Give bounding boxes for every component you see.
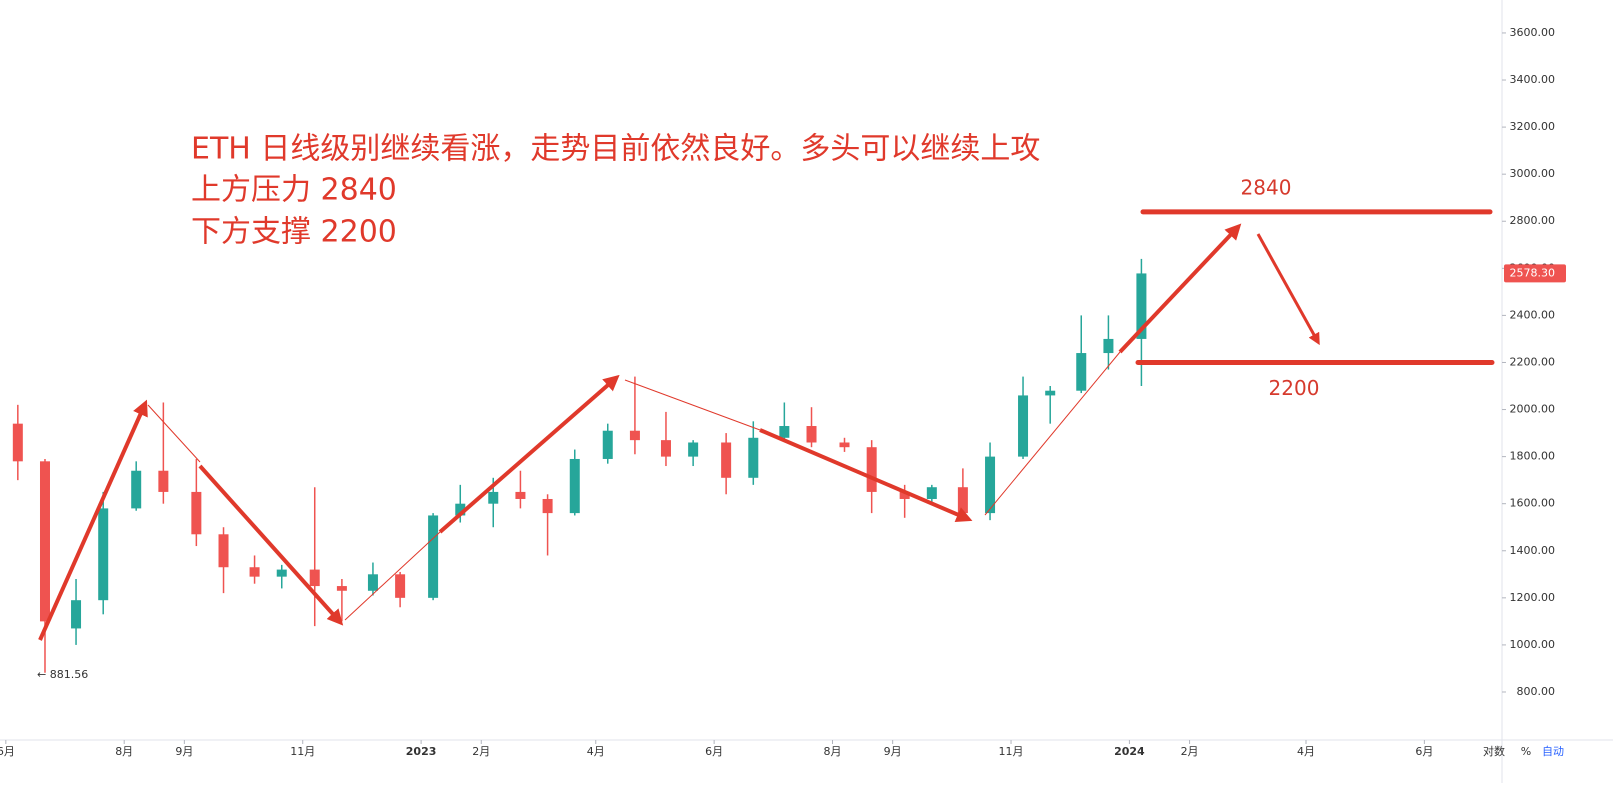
- y-tick-label: 1600.00: [1510, 497, 1556, 510]
- y-tick-label: 3400.00: [1510, 73, 1556, 86]
- plot: [12, 258, 1147, 673]
- y-tick-label: 3600.00: [1510, 26, 1556, 39]
- last-price-label: 2578.30: [1510, 266, 1556, 279]
- y-tick-label: 2400.00: [1510, 308, 1556, 321]
- candle-body: [395, 574, 406, 598]
- y-tick-label: 1800.00: [1510, 450, 1556, 463]
- x-tick-label: 2月: [1181, 745, 1199, 758]
- x-tick-label: 9月: [884, 745, 902, 758]
- candle-body: [542, 498, 553, 514]
- candle-body: [839, 442, 850, 448]
- x-tick-label: 6月: [705, 745, 723, 758]
- candle-body: [721, 442, 732, 478]
- level-label: 2200: [1269, 376, 1320, 400]
- candle-body: [1076, 353, 1087, 391]
- x-tick-label: 9月: [175, 745, 193, 758]
- x-tick-label: 4月: [587, 745, 605, 758]
- y-tick-label: 3000.00: [1510, 167, 1556, 180]
- axis-control[interactable]: %: [1521, 745, 1531, 758]
- arrow: [438, 374, 620, 534]
- low-label: ← 881.56: [37, 668, 88, 681]
- arrow: [1118, 223, 1242, 354]
- y-tick-label: 2200.00: [1510, 355, 1556, 368]
- candle-body: [309, 569, 320, 587]
- candle-body: [515, 491, 526, 499]
- candle-body: [866, 447, 877, 492]
- x-tick-label: 2024: [1114, 745, 1145, 758]
- candle-body: [1018, 395, 1029, 457]
- candle-body: [926, 487, 937, 499]
- axis-control[interactable]: 自动: [1542, 745, 1564, 758]
- trend-arrows: [38, 223, 1320, 641]
- x-tick-label: 2023: [406, 745, 437, 758]
- candle-body: [1136, 273, 1147, 339]
- candle-body: [1103, 338, 1114, 354]
- candle-body: [629, 430, 640, 441]
- y-tick-label: 1200.00: [1510, 591, 1556, 604]
- arrow: [1256, 233, 1320, 346]
- candle-body: [957, 487, 968, 514]
- arrow: [198, 464, 344, 626]
- candle-body: [158, 470, 169, 492]
- y-tick-label: 3200.00: [1510, 120, 1556, 133]
- candle-body: [985, 456, 996, 514]
- candle-body: [779, 426, 790, 438]
- candle-body: [748, 437, 759, 478]
- x-tick-label: 4月: [1297, 745, 1315, 758]
- candle-body: [602, 430, 613, 459]
- arrow: [624, 379, 761, 431]
- candle-body: [276, 569, 287, 577]
- note: ETH 日线级别继续看涨，走势目前依然良好。多头可以继续上攻: [191, 132, 1040, 167]
- last-price-badge: [1504, 264, 1566, 283]
- candle-body: [131, 470, 142, 509]
- x-tick-label: 11月: [290, 745, 315, 758]
- candle-body: [569, 458, 580, 514]
- y-tick-label: 2800.00: [1510, 214, 1556, 227]
- note: 上方压力 2840: [191, 173, 397, 208]
- x-tick-label: 6月: [0, 745, 15, 758]
- candle-body: [1045, 390, 1056, 396]
- candle-body: [367, 574, 378, 591]
- x-tick-label: 8月: [115, 745, 133, 758]
- arrow: [147, 404, 201, 463]
- y-tick-label: 1000.00: [1510, 638, 1556, 651]
- x-tick-label: 6月: [1415, 745, 1433, 758]
- candle-body: [218, 534, 229, 568]
- candle-body: [488, 491, 499, 504]
- y-tick-label: 800.00: [1517, 685, 1556, 698]
- y-tick-label: 2000.00: [1510, 403, 1556, 416]
- candle-body: [191, 491, 202, 535]
- y-tick-label: 1400.00: [1510, 544, 1556, 557]
- candle-body: [249, 567, 260, 577]
- level-label: 2840: [1241, 175, 1292, 199]
- candle-body: [12, 423, 23, 462]
- candle-body: [336, 586, 347, 591]
- x-tick-label: 2月: [472, 745, 490, 758]
- candle-body: [98, 508, 109, 601]
- candle-body: [455, 503, 466, 516]
- candle-body: [428, 515, 439, 598]
- arrow: [344, 531, 441, 621]
- arrow: [984, 351, 1121, 516]
- candle-body: [39, 461, 50, 622]
- candle-body: [806, 426, 817, 443]
- axis-control[interactable]: 对数: [1483, 744, 1505, 758]
- x-tick-label: 8月: [824, 745, 842, 758]
- candle-body: [660, 440, 671, 457]
- arrow: [759, 428, 973, 522]
- note: 下方支撑 2200: [191, 215, 397, 250]
- candle-body: [71, 600, 82, 629]
- candle-body: [688, 442, 699, 457]
- arrow: [38, 399, 148, 641]
- x-tick-label: 11月: [999, 745, 1024, 758]
- candle-body: [899, 491, 910, 499]
